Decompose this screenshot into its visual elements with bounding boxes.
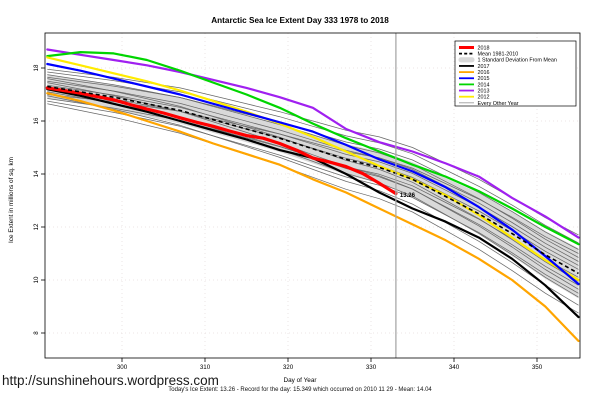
y-tick-label: 16 — [33, 117, 40, 124]
legend-label: 2014 — [478, 82, 490, 88]
y-tick-label: 18 — [33, 64, 40, 71]
legend-box — [454, 40, 577, 107]
legend-label: 2012 — [478, 95, 490, 101]
legend-label: 2016 — [478, 70, 490, 76]
current-extent-annotation: 13.26 — [400, 193, 416, 199]
other-year-line — [47, 103, 579, 314]
legend-label: Mean 1981-2010 — [478, 52, 519, 58]
series-line-2016 — [46, 92, 580, 343]
y-tick-label: 10 — [33, 276, 40, 283]
mean-line — [47, 85, 579, 275]
other-year-line — [47, 80, 579, 262]
legend-label: 1 Standard Deviation From Mean — [478, 58, 557, 64]
day-marker: 13.26 — [395, 33, 416, 358]
y-axis-label: Ice Extent in millions of sq. km — [8, 157, 15, 243]
series-line-2012 — [46, 56, 580, 282]
other-year-line — [47, 87, 579, 298]
other-year-line — [47, 68, 579, 236]
x-tick-label: 310 — [200, 364, 211, 371]
plot-border — [44, 32, 581, 359]
x-tick-label: 350 — [532, 364, 543, 371]
legend-label: 2018 — [478, 45, 490, 51]
x-axis-label: Day of Year — [283, 377, 317, 384]
year-series-lines — [45, 48, 580, 343]
legend-swatch-band — [458, 57, 475, 63]
other-year-line — [47, 95, 579, 306]
series-line-2013 — [46, 48, 580, 239]
series-line-2018 — [45, 86, 398, 196]
legend-label: 2017 — [478, 64, 490, 70]
watermark-url: http://sunshinehours.wordpress.com — [2, 373, 219, 388]
x-tick-label: 340 — [449, 364, 460, 371]
y-tick-label: 14 — [33, 170, 40, 177]
stats-footnote: Today's Ice Extent: 13.26 - Record for t… — [168, 387, 432, 393]
x-tick-label: 300 — [117, 364, 128, 371]
x-tick-label: 330 — [366, 364, 377, 371]
series-line-2015 — [46, 62, 580, 286]
y-tick-label: 12 — [33, 223, 40, 230]
other-year-line — [47, 82, 579, 290]
chart-title: Antarctic Sea Ice Extent Day 333 1978 to… — [211, 16, 389, 25]
x-tick-label: 320 — [283, 364, 294, 371]
legend-label: 2013 — [478, 88, 490, 94]
axes: 300 310 320 330 340 350 8 10 12 14 16 18 — [33, 64, 543, 371]
y-tick-label: 8 — [33, 331, 40, 335]
series-line-2014 — [46, 50, 580, 246]
legend-label: Every Other Year — [478, 101, 519, 107]
legend-label: 2015 — [478, 76, 490, 82]
